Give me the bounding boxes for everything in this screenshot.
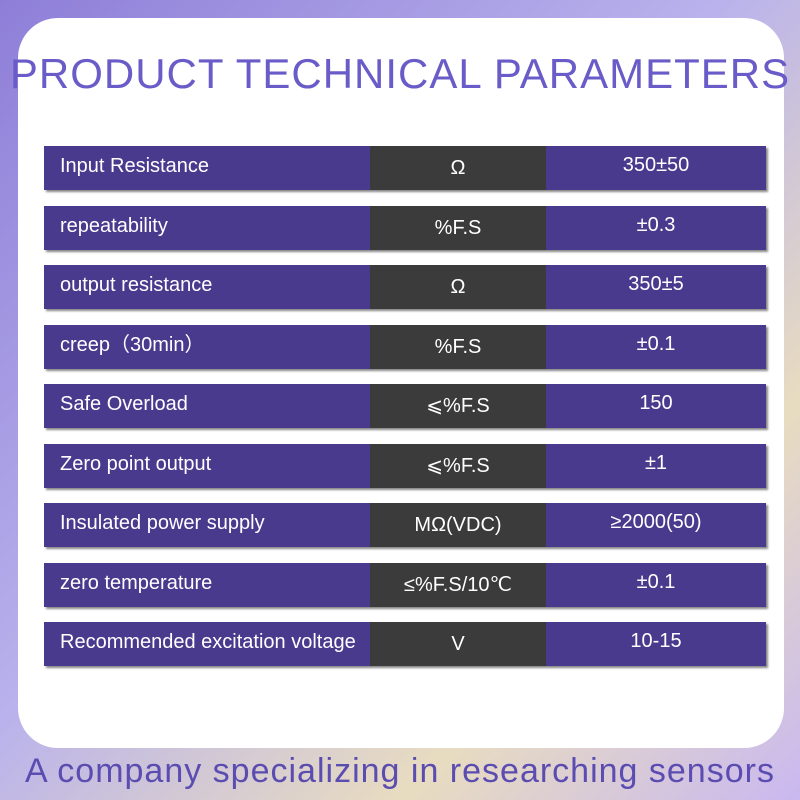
unit: ⩽%F.S: [370, 443, 546, 488]
unit: Ω: [370, 265, 546, 309]
table-row: Insulated power supply MΩ(VDC) ≥2000(50): [44, 503, 766, 547]
value: ±1: [644, 451, 668, 474]
value: ±0.1: [636, 570, 676, 593]
parameter-name: repeatability: [60, 214, 168, 237]
table-row: repeatability %F.S ±0.3: [44, 205, 766, 250]
table-row: Zero point output ⩽%F.S ±1: [44, 443, 766, 488]
unit: Ω: [370, 146, 546, 190]
footer: A company specializing in researching se…: [25, 752, 775, 790]
value: 10-15: [630, 630, 682, 652]
parameter-name: output resistance: [60, 274, 213, 296]
value: ±0.3: [636, 213, 676, 236]
table-row: output resistance Ω 350±5: [44, 265, 766, 309]
title: PRODUCT TECHNICAL PARAMETERS: [9, 50, 791, 97]
parameter-name: Recommended excitation voltage: [60, 631, 356, 653]
unit: ⩽%F.S: [370, 384, 546, 428]
parameter-name: creep（30min）: [60, 333, 205, 356]
unit: V: [370, 622, 546, 666]
table-row: zero temperature ≤%F.S/10℃ ±0.1: [44, 562, 766, 607]
parameter-name: Safe Overload: [60, 393, 188, 415]
parameter-name: Insulated power supply: [60, 512, 265, 534]
value: 350±50: [622, 154, 690, 176]
value: ≥2000(50): [610, 511, 702, 533]
table-row: Input Resistance Ω 350±50: [44, 146, 766, 190]
parameter-name: Zero point output: [60, 452, 212, 475]
table-row: Safe Overload ⩽%F.S 150: [44, 384, 766, 428]
value: 350±5: [628, 273, 684, 295]
parameter-name: zero temperature: [60, 571, 213, 594]
parameter-name: Input Resistance: [60, 155, 209, 177]
unit: %F.S: [370, 205, 546, 250]
value: 150: [639, 392, 673, 414]
table-row: creep（30min） %F.S ±0.1: [44, 324, 766, 369]
value: ±0.1: [636, 332, 676, 355]
unit: MΩ(VDC): [370, 503, 546, 547]
unit: ≤%F.S/10℃: [370, 562, 546, 607]
table-row: Recommended excitation voltage V 10-15: [44, 622, 766, 666]
unit: %F.S: [370, 324, 546, 369]
